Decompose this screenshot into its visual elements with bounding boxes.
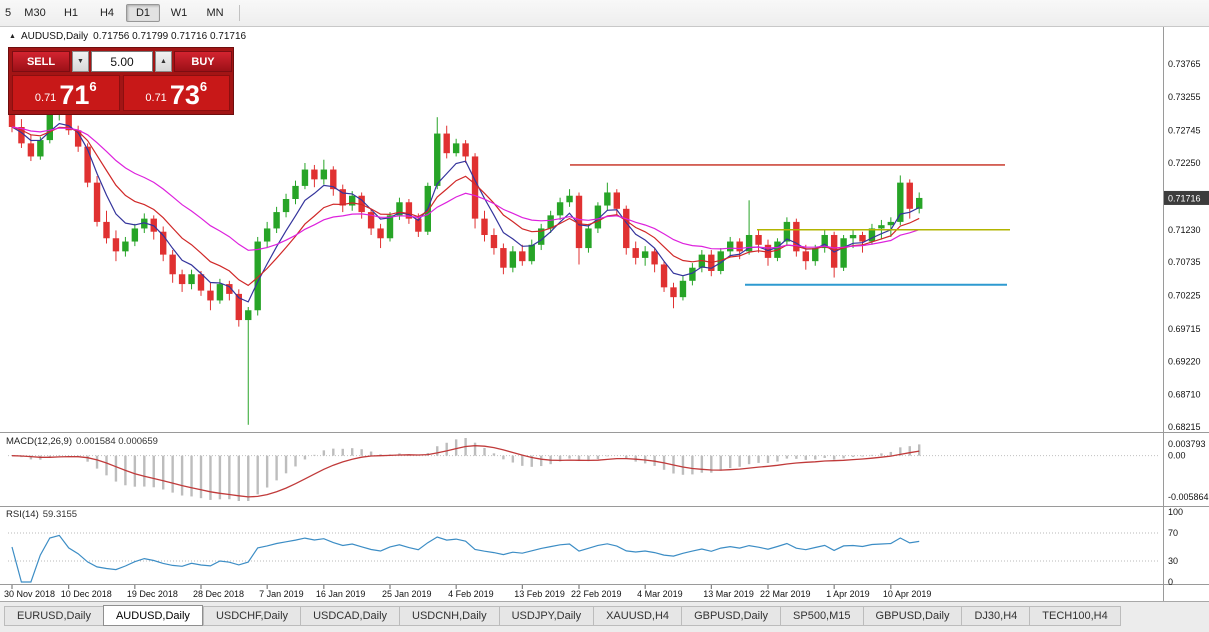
timeframe-button-mn[interactable]: MN (206, 7, 224, 19)
sell-price-prefix: 0.71 (34, 92, 57, 104)
date-axis: 30 Nov 2018 10 Dec 2018 19 Dec 2018 28 Dec … (4, 585, 931, 599)
svg-text:0.71716: 0.71716 (1168, 193, 1201, 203)
macd-name: MACD(12,26,9) (6, 436, 72, 447)
timeframe-button-d1[interactable]: D1 (126, 4, 160, 22)
chart-tab-tech100-h4[interactable]: TECH100,H4 (1029, 606, 1121, 626)
moving-averages-layer (11, 122, 920, 303)
svg-text:7 Jan 2019: 7 Jan 2019 (259, 589, 304, 599)
chevron-down-icon: ▼ (77, 58, 84, 65)
trendline-objects-layer (570, 164, 1010, 286)
buy-price-display[interactable]: 0.71 73 6 (122, 75, 230, 111)
svg-text:0.70225: 0.70225 (1168, 291, 1201, 301)
timeframe-toolbar: 5 M30 H1 H4 D1 W1 MN (0, 0, 1209, 27)
toolbar-separator (239, 5, 240, 21)
svg-text:0.68710: 0.68710 (1168, 390, 1201, 400)
chevron-up-icon: ▲ (160, 58, 167, 65)
timeframe-button-h4[interactable]: H4 (99, 7, 115, 19)
chart-tab-sp500-m15[interactable]: SP500,M15 (780, 606, 863, 626)
chart-tab-bar: EURUSD,Daily AUDUSD,Daily USDCHF,Daily USDC… (0, 601, 1209, 632)
chart-tab-xauusd-h4[interactable]: XAUUSD,H4 (593, 606, 682, 626)
chart-tab-audusd-daily[interactable]: AUDUSD,Daily (102, 605, 203, 626)
svg-text:25 Jan 2019: 25 Jan 2019 (382, 589, 432, 599)
chart-tab-usdcnh-daily[interactable]: USDCNH,Daily (399, 606, 499, 626)
timeframe-button-w1[interactable]: W1 (170, 7, 188, 19)
buy-button[interactable]: BUY (174, 51, 232, 72)
svg-text:0.71230: 0.71230 (1168, 225, 1201, 235)
chart-tab-gbpusd-daily[interactable]: GBPUSD,Daily (862, 606, 962, 626)
timeframe-toolbar-buttons: 5 M30 H1 H4 D1 W1 MN (0, 4, 233, 22)
svg-text:13 Feb 2019: 13 Feb 2019 (514, 589, 565, 599)
chart-tab-usdcad-daily[interactable]: USDCAD,Daily (300, 606, 400, 626)
buy-price-prefix: 0.71 (145, 92, 167, 104)
svg-text:0.68215: 0.68215 (1168, 422, 1201, 432)
timeframe-button-m30[interactable]: M30 (24, 7, 46, 19)
svg-text:22 Mar 2019: 22 Mar 2019 (760, 589, 811, 599)
svg-text:0.72745: 0.72745 (1168, 126, 1201, 136)
chart-ohlc-values: 0.71756 0.71799 0.71716 0.71716 (93, 31, 247, 42)
macd-indicator-label: MACD(12,26,9) 0.001584 0.000659 (6, 436, 158, 447)
rsi-name: RSI(14) (6, 509, 39, 520)
svg-text:0.70735: 0.70735 (1168, 257, 1201, 267)
chart-title: ▲ AUDUSD,Daily 0.71756 0.71799 0.71716 0… (9, 31, 246, 42)
svg-text:0.69220: 0.69220 (1168, 356, 1201, 366)
buy-price-pips: 73 (169, 80, 200, 110)
chart-tab-dj30-h4[interactable]: DJ30,H4 (961, 606, 1030, 626)
svg-text:16 Jan 2019: 16 Jan 2019 (316, 589, 366, 599)
chart-tab-usdchf-daily[interactable]: USDCHF,Daily (202, 606, 301, 626)
rsi-panel (8, 532, 1160, 583)
svg-text:28 Dec 2018: 28 Dec 2018 (193, 589, 244, 599)
sell-price-point: 6 (89, 79, 97, 94)
panel-separators (0, 26, 1209, 602)
svg-text:13 Mar 2019: 13 Mar 2019 (703, 589, 754, 599)
svg-text:-0.005864: -0.005864 (1168, 492, 1209, 502)
rsi-indicator-label: RSI(14) 59.3155 (6, 509, 77, 520)
svg-text:0.72250: 0.72250 (1168, 158, 1201, 168)
chart-tab-usdjpy-daily[interactable]: USDJPY,Daily (498, 606, 594, 626)
chart-tab-eurusd-daily[interactable]: EURUSD,Daily (4, 606, 103, 626)
svg-text:22 Feb 2019: 22 Feb 2019 (571, 589, 622, 599)
svg-text:70: 70 (1168, 528, 1178, 538)
buy-price-point: 6 (199, 79, 208, 94)
svg-text:1 Apr 2019: 1 Apr 2019 (826, 589, 870, 599)
svg-text:100: 100 (1168, 507, 1183, 517)
svg-text:0.00: 0.00 (1168, 451, 1186, 461)
svg-text:0: 0 (1168, 577, 1173, 587)
svg-text:30: 30 (1168, 556, 1178, 566)
macd-panel (8, 438, 1160, 501)
svg-text:0.003793: 0.003793 (1168, 439, 1206, 449)
svg-text:0.73255: 0.73255 (1168, 92, 1201, 102)
volume-decrease-button[interactable]: ▼ (72, 51, 89, 72)
volume-increase-button[interactable]: ▲ (155, 51, 172, 72)
svg-text:30 Nov 2018: 30 Nov 2018 (4, 589, 55, 599)
collapse-chart-icon[interactable]: ▲ (9, 33, 16, 40)
timeframe-button-5[interactable]: 5 (4, 7, 12, 19)
sell-price-pips: 71 (59, 80, 90, 110)
chart-tab-gbpusd-daily[interactable]: GBPUSD,Daily (681, 606, 781, 626)
timeframe-button-h1[interactable]: H1 (63, 7, 79, 19)
chart-symbol-label: AUDUSD,Daily (20, 31, 89, 42)
sell-price-display[interactable]: 0.71 71 6 (12, 75, 120, 111)
volume-input[interactable] (91, 51, 153, 72)
current-price-badge: 0.71716 (1164, 190, 1209, 205)
macd-values: 0.001584 0.000659 (76, 436, 158, 447)
svg-text:19 Dec 2018: 19 Dec 2018 (127, 589, 178, 599)
sell-button[interactable]: SELL (12, 51, 70, 72)
price-chart-canvas[interactable]: 0.737650.732550.727450.722500.717400.712… (0, 26, 1209, 602)
chart-tabs: EURUSD,Daily AUDUSD,Daily USDCHF,Daily USDC… (0, 604, 1209, 626)
indicator-scales: 0.003793 0.00 -0.005864 100 70 30 0 (1168, 439, 1209, 587)
svg-text:0.73765: 0.73765 (1168, 59, 1201, 69)
svg-text:4 Mar 2019: 4 Mar 2019 (637, 589, 683, 599)
svg-text:0.69715: 0.69715 (1168, 324, 1201, 334)
one-click-trading-panel: SELL ▼ ▲ BUY 0.71 71 6 0.71 73 6 (8, 47, 234, 115)
rsi-value: 59.3155 (42, 509, 78, 520)
svg-text:10 Apr 2019: 10 Apr 2019 (883, 589, 932, 599)
svg-text:4 Feb 2019: 4 Feb 2019 (448, 589, 494, 599)
svg-text:10 Dec 2018: 10 Dec 2018 (61, 589, 112, 599)
